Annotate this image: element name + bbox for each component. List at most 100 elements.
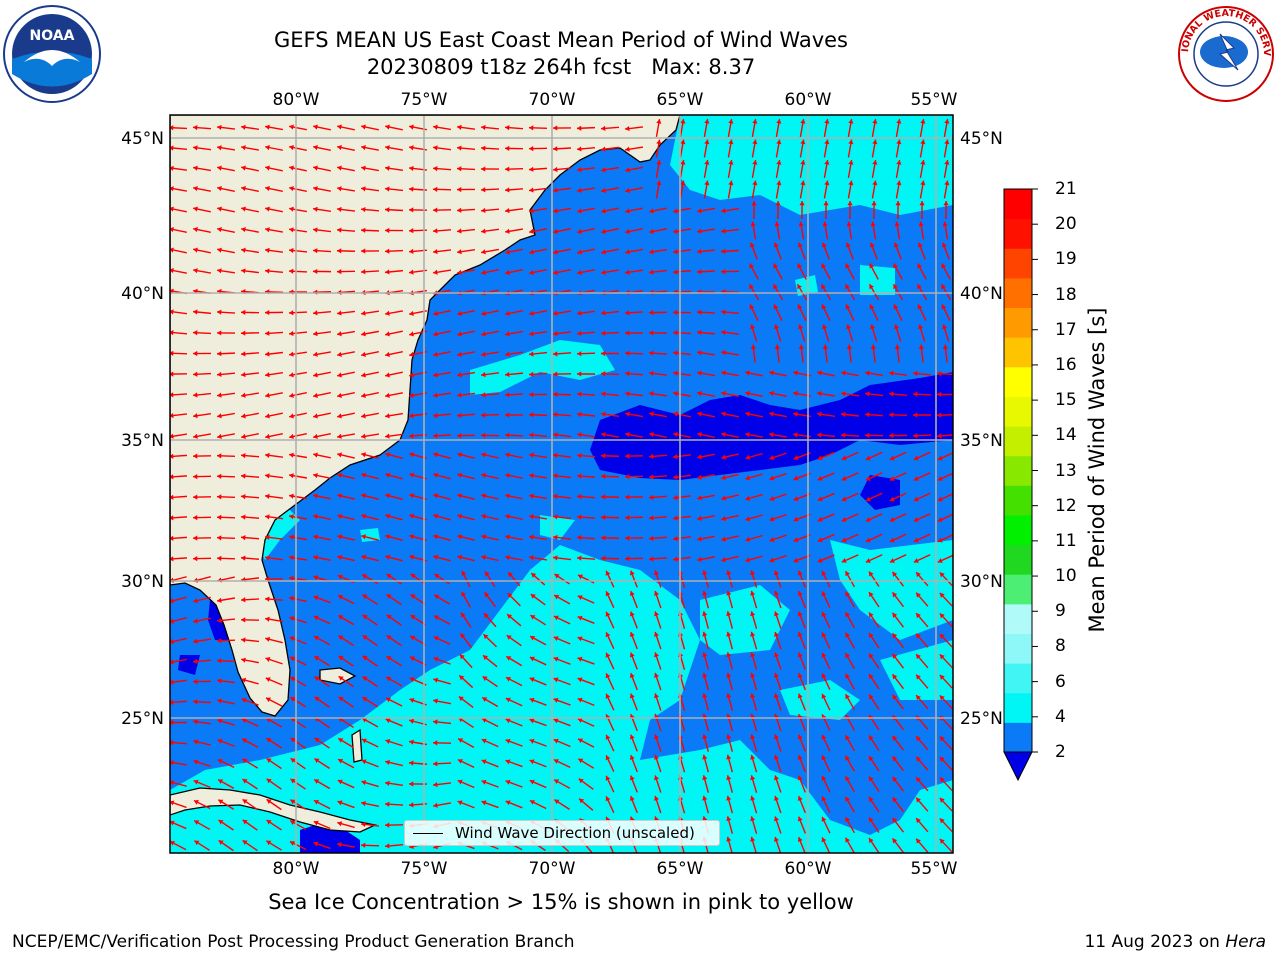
wind-arrow-head	[892, 571, 898, 577]
wind-arrow-head	[193, 453, 198, 459]
wind-arrow-head	[889, 496, 895, 502]
wind-arrow-head	[289, 534, 294, 540]
wind-arrow-head	[629, 734, 635, 740]
wind-arrow-head	[841, 537, 847, 543]
wind-arrow-head	[937, 391, 942, 398]
wind-arrow-head	[605, 652, 611, 658]
wind-arrow-head	[554, 574, 560, 579]
colorbar-segment	[1004, 307, 1032, 338]
wind-arrow-head	[241, 597, 246, 603]
wind-arrow-head	[337, 574, 343, 580]
wind-arrow-head	[822, 221, 828, 227]
wind-arrow-head	[265, 657, 271, 662]
wind-arrow-head	[769, 411, 774, 417]
wind-arrow-head	[797, 734, 803, 740]
wind-arrow-head	[817, 370, 822, 376]
wind-arrow-head	[751, 201, 757, 206]
wind-arrow-head	[913, 517, 919, 522]
lon-tick: 65°W	[657, 90, 704, 110]
wind-arrow-head	[793, 537, 799, 543]
wind-arrow-head	[673, 208, 678, 214]
wind-arrow-head	[629, 632, 635, 638]
wind-arrow-head	[241, 145, 246, 151]
wind-arrow-head	[433, 372, 438, 378]
wind-arrow-head	[680, 180, 686, 186]
wind-arrow-head	[289, 413, 294, 419]
wind-arrow-head	[337, 842, 342, 848]
wind-arrow-head	[241, 677, 247, 683]
wind-arrow-head	[654, 590, 659, 596]
wind-arrow-head	[601, 350, 606, 357]
wind-arrow-head	[577, 453, 582, 459]
wind-arrow-head	[916, 633, 921, 639]
chart-subtitle-run: 20230809 t18z 264h fcst Max: 8.37	[170, 54, 952, 80]
wind-arrow-head	[385, 372, 390, 378]
wind-arrow-head	[865, 370, 870, 376]
wind-arrow-head	[673, 515, 678, 521]
colorbar-tick-label: 18	[1055, 284, 1077, 305]
wind-arrow-head	[361, 351, 366, 358]
wind-arrow-head	[773, 263, 779, 269]
colorbar-tick-label: 6	[1055, 671, 1066, 692]
wind-arrow-head	[362, 697, 368, 702]
wind-arrow-head	[265, 596, 270, 602]
wind-arrow-head	[194, 840, 200, 846]
wind-arrow-head	[817, 516, 823, 522]
wind-arrow-head	[577, 208, 582, 214]
wind-arrow-head	[821, 304, 827, 310]
wind-arrow-head	[481, 392, 486, 398]
wind-arrow-head	[865, 391, 870, 397]
wind-arrow-head	[313, 372, 318, 378]
wind-arrow-head	[821, 734, 827, 740]
wind-arrow-head	[386, 676, 392, 682]
wind-arrow-head	[193, 598, 199, 604]
wind-arrow-head	[193, 618, 198, 624]
wind-arrow-head	[697, 474, 702, 480]
wind-arrow-head	[673, 269, 678, 275]
wind-arrow-head	[337, 392, 342, 399]
wind-arrow-head	[654, 693, 659, 699]
wind-arrow-head	[578, 758, 584, 764]
wind-arrow-head	[313, 554, 318, 561]
wind-arrow-head	[530, 615, 536, 620]
wind-arrow-head	[461, 612, 466, 618]
wind-arrow-head	[170, 598, 175, 604]
wind-arrow-head	[170, 780, 175, 786]
wind-arrow-head	[913, 558, 919, 563]
wind-arrow-head	[841, 476, 847, 481]
wind-arrow-head	[217, 638, 222, 644]
wind-arrow-head	[313, 124, 318, 130]
wind-arrow-head	[385, 739, 391, 745]
wind-arrow-head	[241, 330, 246, 336]
wind-arrow-head	[553, 269, 558, 276]
wind-arrow-head	[942, 344, 949, 350]
wind-arrow-head	[338, 615, 344, 620]
wind-arrow-head	[913, 412, 918, 418]
wind-arrow-head	[937, 517, 943, 522]
lon-tick: 80°W	[273, 90, 320, 110]
wind-arrow-head	[892, 735, 898, 741]
wind-arrow-head	[217, 555, 222, 561]
wind-arrow-head	[601, 473, 606, 479]
colorbar-tick-label: 14	[1055, 425, 1077, 446]
wind-arrow-head	[916, 736, 921, 742]
wind-arrow-head	[841, 455, 847, 461]
wind-arrow-head	[892, 756, 898, 762]
wind-arrow-head	[433, 145, 438, 151]
wind-arrow-head	[457, 249, 462, 255]
wind-arrow-head	[917, 304, 923, 310]
wind-arrow-head	[577, 473, 582, 479]
wind-arrow-head	[289, 636, 295, 642]
wind-arrow-head	[313, 472, 318, 479]
wind-arrow-head	[841, 411, 846, 418]
wind-arrow-head	[894, 221, 900, 227]
wind-arrow-head	[481, 310, 486, 317]
wind-arrow-head	[892, 592, 898, 598]
lat-tick: 40°N	[121, 284, 164, 304]
wind-arrow-head	[916, 592, 921, 598]
wind-arrow-head	[170, 412, 174, 419]
wind-arrow-head	[601, 555, 606, 561]
wind-arrow-head	[433, 186, 438, 192]
wind-arrow-head	[799, 201, 805, 206]
